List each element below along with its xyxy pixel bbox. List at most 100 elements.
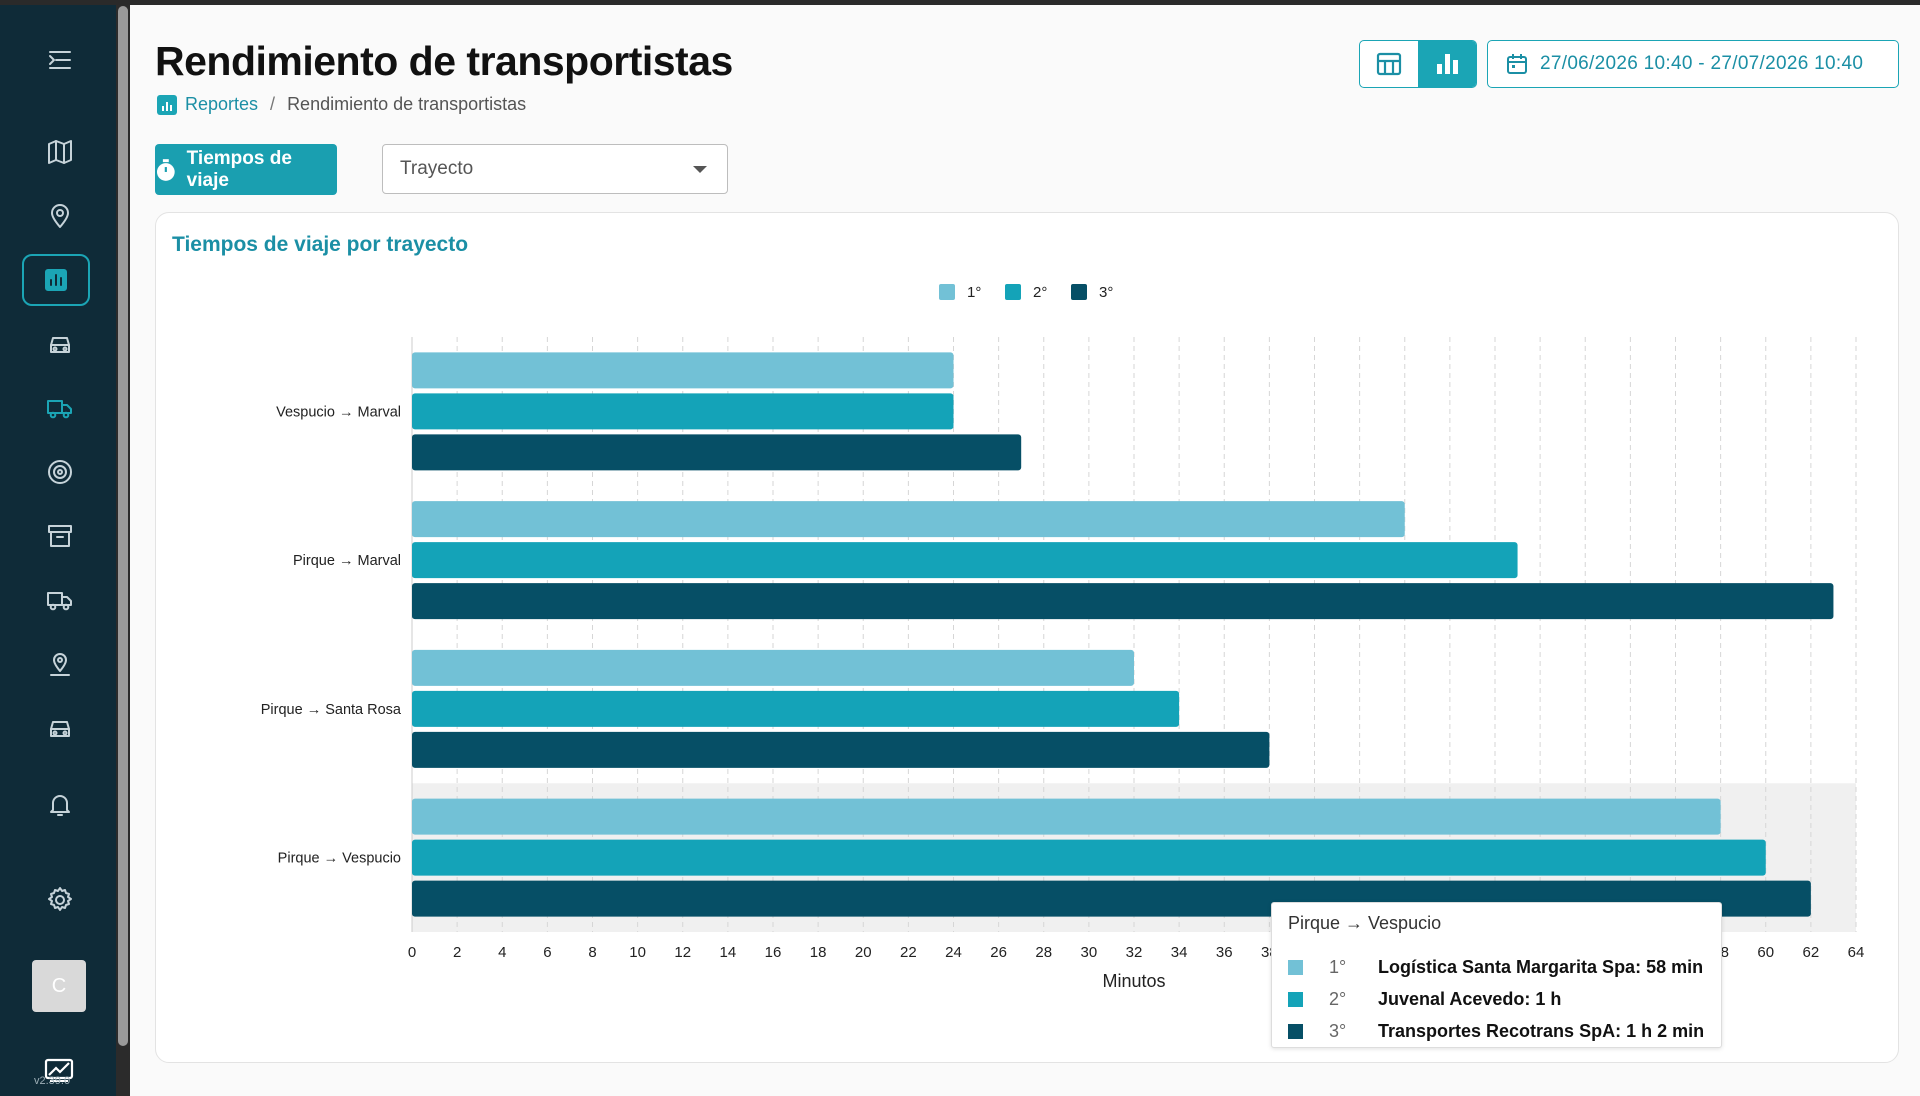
bar [412,649,1134,686]
x-tick-label: 62 [1803,944,1820,961]
app-logo-icon [44,1058,74,1082]
tooltip-row: 3° Transportes Recotrans SpA: 1 h 2 min [1288,1019,1704,1043]
table-view-button[interactable] [1360,41,1418,87]
tooltip-title: Pirque → Vespucio [1288,913,1442,933]
sidebar-item-car-2[interactable] [36,704,84,752]
truck-icon [47,400,72,419]
location-pin-icon [51,204,69,228]
x-tick-label: 64 [1848,944,1865,961]
tooltip-rank: 2° [1329,988,1347,1009]
bar [412,583,1834,620]
sidebar-item-car[interactable] [36,320,84,368]
sidebar-item-bell[interactable] [36,780,84,828]
breadcrumb: Reportes / Rendimiento de transportistas [157,94,526,115]
sidebar-item-truck-2[interactable] [36,576,84,624]
breadcrumb-separator: / [270,94,276,114]
x-tick-label: 4 [498,944,506,961]
bell-icon [50,795,70,816]
date-range-label: 27/06/2026 10:40 - 27/07/2026 10:40 [1540,53,1864,74]
bar [412,731,1270,768]
x-tick-label: 14 [720,944,737,961]
bar [412,690,1180,727]
route-select-value: Trayecto [400,158,474,179]
travel-times-button[interactable]: Tiempos de viaje [155,144,337,195]
bar [412,501,1405,538]
breadcrumb-current: Rendimiento de transportistas [287,94,527,114]
sidebar-scrollbar-thumb[interactable] [118,6,128,1046]
y-tick-label: Pirque → Vespucio [278,851,401,867]
sidebar-item-menu-collapse[interactable] [36,36,84,84]
target-icon [48,460,72,484]
x-tick-label: 22 [900,944,917,961]
map-icon [48,140,72,164]
stopwatch-icon [156,158,175,181]
bar [412,839,1766,876]
tooltip-rank: 1° [1329,956,1347,977]
tooltip-text: Transportes Recotrans SpA: 1 h 2 min [1378,1020,1705,1041]
sidebar-item-map-pin[interactable] [36,640,84,688]
x-tick-label: 10 [629,944,646,961]
sidebar-item-location-pin[interactable] [36,192,84,240]
gear-icon [48,887,72,911]
x-tick-label: 8 [588,944,596,961]
x-tick-label: 28 [1035,944,1052,961]
menu-collapse-icon [49,51,71,69]
truck-icon [47,592,72,611]
legend-label: 2° [1033,284,1047,301]
x-axis-label: Minutos [1102,971,1165,991]
x-tick-label: 12 [674,944,691,961]
car-icon [50,337,70,353]
chart-view-button[interactable] [1418,41,1476,87]
bar-chart-icon [45,269,67,291]
bar-chart-icon [1437,54,1458,74]
sidebar-item-archive[interactable] [36,512,84,560]
bar [412,542,1518,579]
bar-chart-icon [157,94,177,115]
avatar[interactable]: C [32,960,86,1012]
sidebar-item-truck[interactable] [36,384,84,432]
car-icon [50,721,70,737]
legend-swatch [939,284,955,300]
y-tick-label: Vespucio → Marval [276,404,401,420]
x-tick-label: 18 [810,944,827,961]
sidebar-item-map[interactable] [36,128,84,176]
sidebar-item-bar-chart[interactable] [22,254,90,306]
tooltip-text: Juvenal Acevedo: 1 h [1378,988,1562,1009]
x-tick-label: 26 [990,944,1007,961]
x-tick-label: 0 [408,944,416,961]
x-tick-label: 6 [543,944,551,961]
x-tick-label: 20 [855,944,872,961]
x-tick-label: 30 [1081,944,1098,961]
view-toggle [1359,40,1477,88]
x-tick-label: 36 [1216,944,1233,961]
travel-times-label: Tiempos de viaje [186,147,292,191]
x-tick-label: 34 [1171,944,1188,961]
sidebar-item-gear[interactable] [36,876,84,924]
y-tick-label: Pirque → Marval [293,553,401,569]
route-select[interactable]: Trayecto [382,144,728,194]
date-range-button[interactable]: 27/06/2026 10:40 - 27/07/2026 10:40 [1487,40,1899,88]
y-tick-label: Pirque → Santa Rosa [261,702,402,718]
legend-label: 3° [1099,284,1113,301]
chart-title: Tiempos de viaje por trayecto [172,233,469,256]
bar [412,798,1721,835]
legend-swatch [1005,284,1021,300]
bar [412,393,954,430]
tooltip-swatch [1288,1023,1303,1039]
bar [412,434,1022,471]
x-tick-label: 24 [945,944,962,961]
breadcrumb-link-reportes[interactable]: Reportes [185,94,259,114]
x-tick-label: 32 [1126,944,1143,961]
sidebar [0,5,116,1096]
tooltip-text: Logística Santa Margarita Spa: 58 min [1378,956,1704,977]
archive-icon [48,525,72,547]
x-tick-label: 60 [1757,944,1774,961]
x-tick-label: 16 [765,944,782,961]
app-version: v2.39.0 [34,1075,71,1087]
x-tick-label: 2 [453,944,461,961]
chevron-down-icon [693,166,707,173]
legend-label: 1° [967,284,981,301]
sidebar-item-target[interactable] [36,448,84,496]
table-icon [1376,52,1402,76]
